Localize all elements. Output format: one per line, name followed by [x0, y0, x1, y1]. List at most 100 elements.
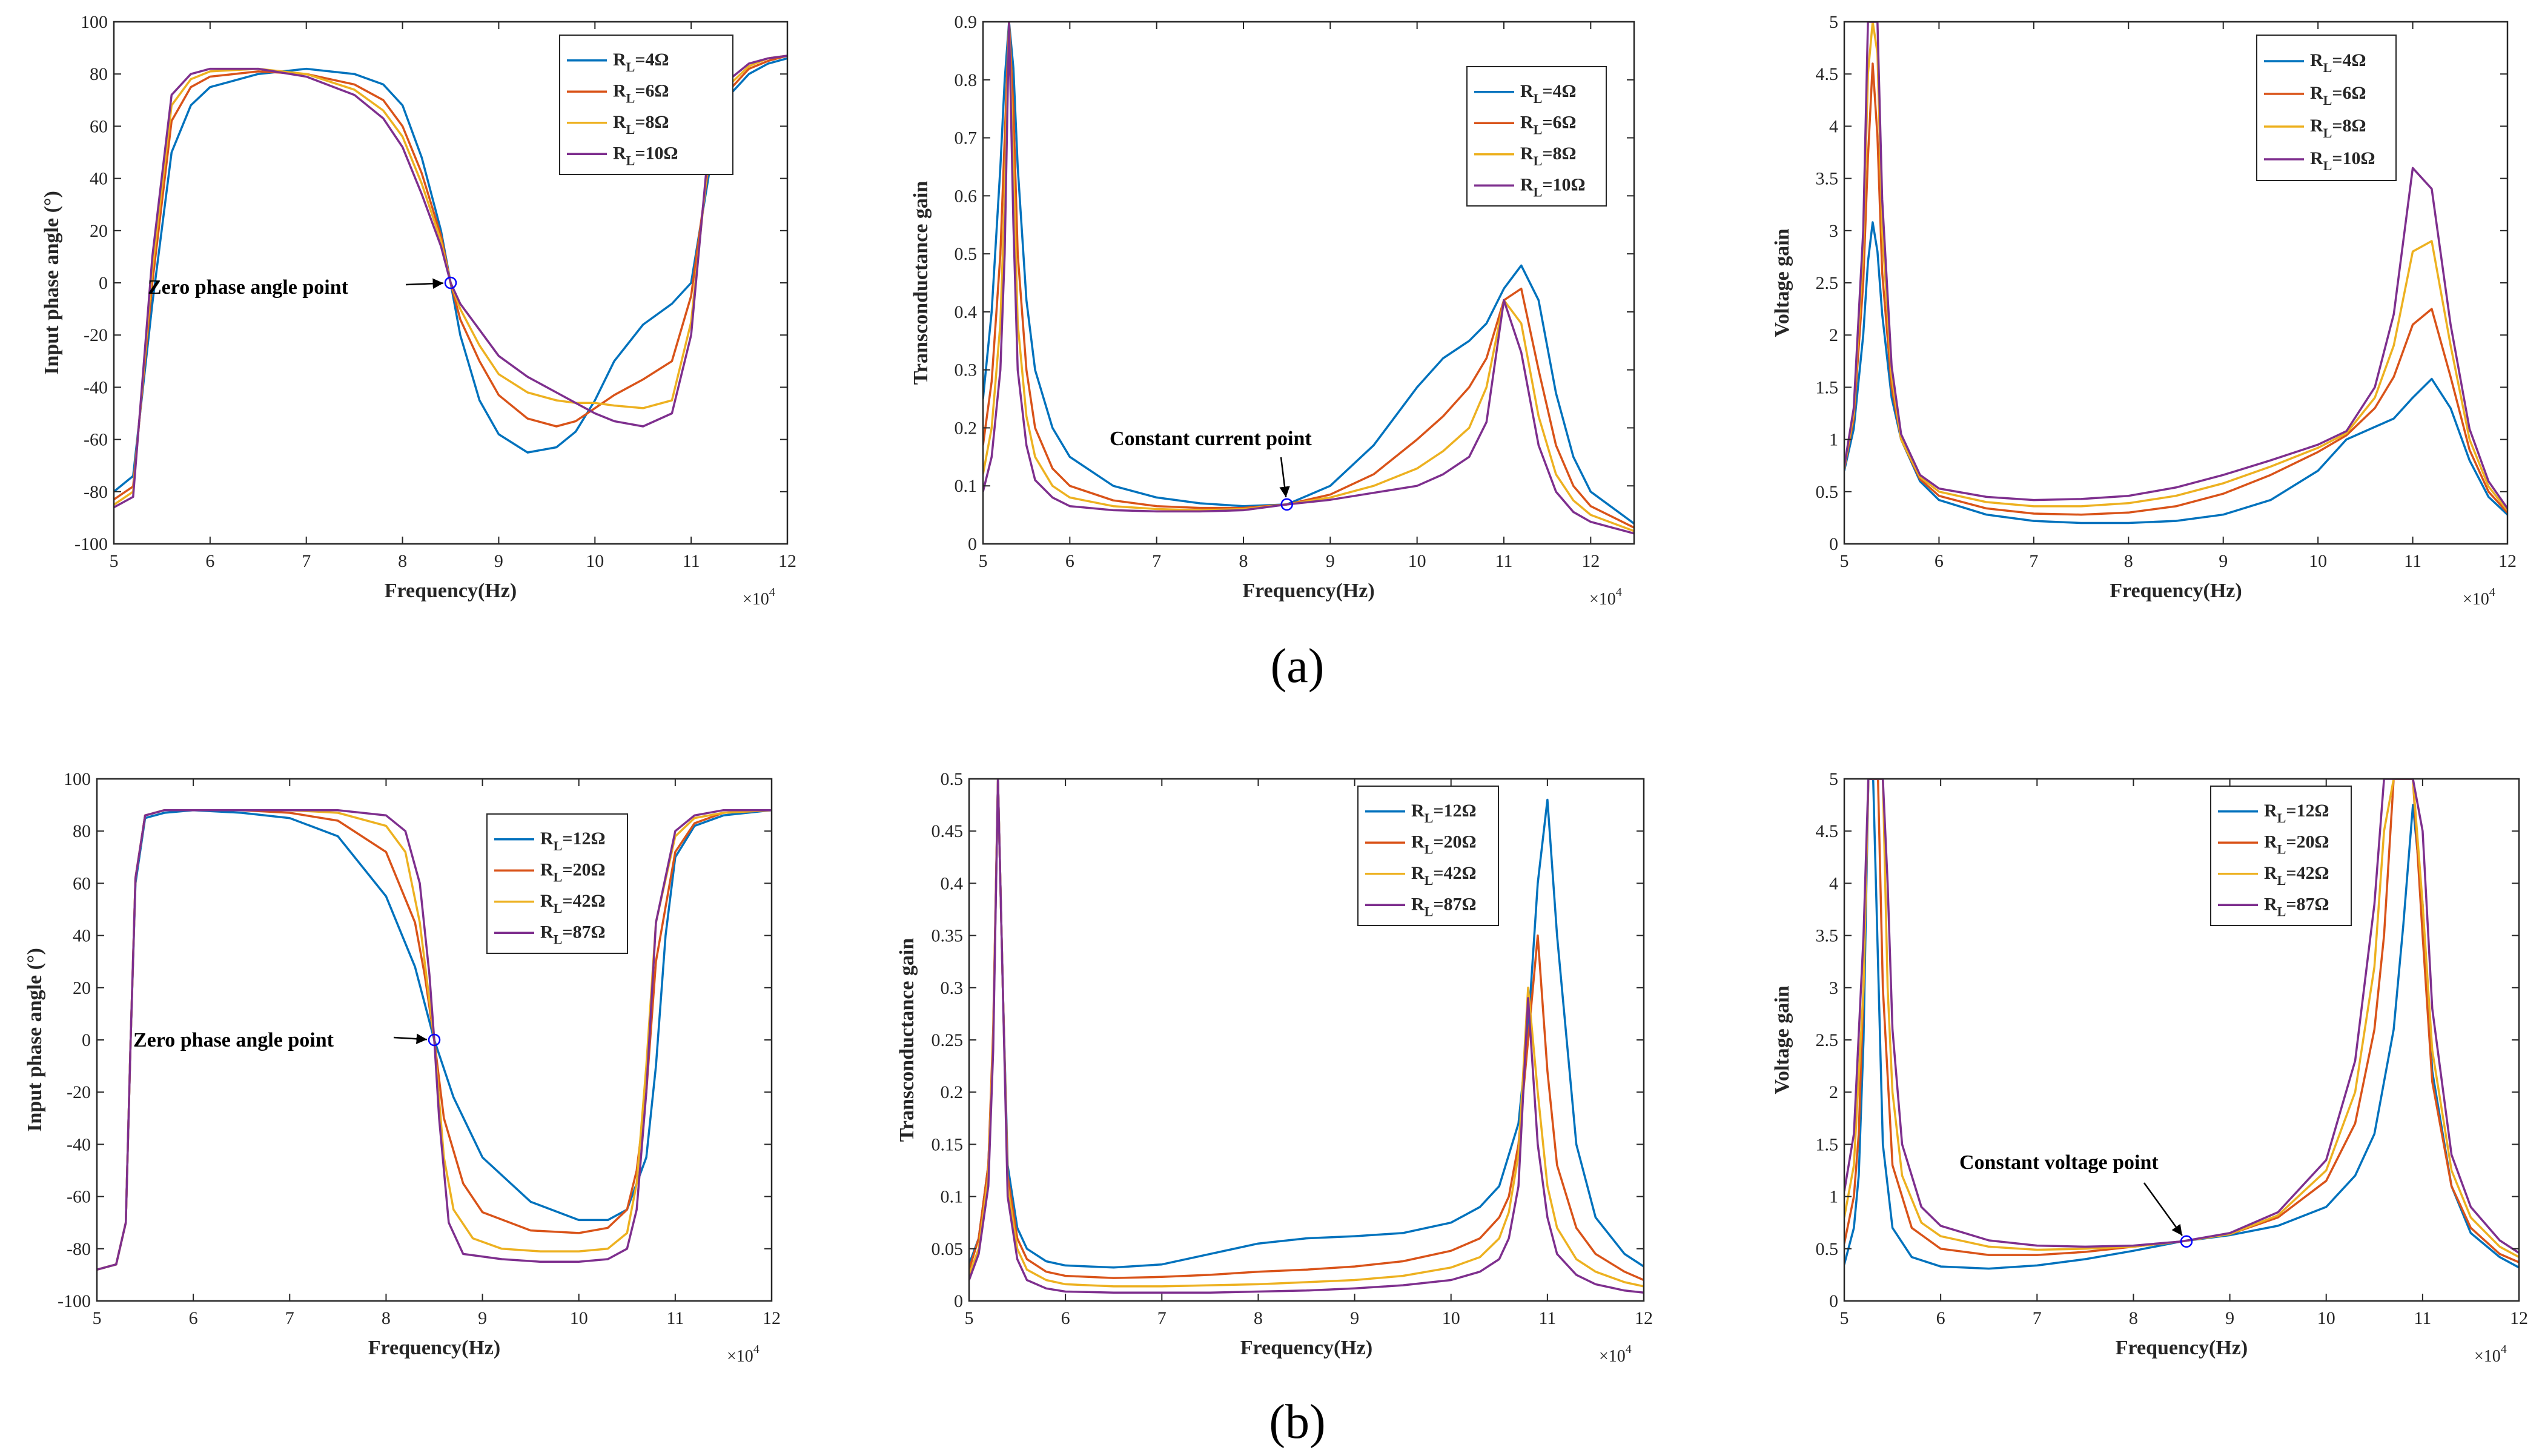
annotation-text-b1: Zero phase angle point [133, 1029, 334, 1051]
x-tick-label-a1: 5 [110, 551, 119, 571]
annotation-arrow-a2 [1279, 457, 1290, 498]
x-tick-label-a1: 8 [398, 551, 407, 571]
annotation-a1: Zero phase angle point [148, 276, 457, 299]
y-tick-label-a1: -80 [84, 482, 108, 502]
x-tick-label-a1: 10 [586, 551, 604, 571]
legend-label-b1-4: RL=87Ω [540, 922, 605, 947]
legend-label-a2-3: RL=8Ω [1520, 144, 1576, 168]
x-tick-label-b3: 7 [2033, 1308, 2042, 1328]
annotation-b1: Zero phase angle point [133, 1029, 441, 1051]
y-tick-label-a3: 3.5 [1816, 169, 1839, 189]
series-line-a1-4 [114, 55, 787, 509]
annotation-marker-a1 [444, 276, 457, 290]
annotation-marker-b3 [2180, 1235, 2193, 1248]
x-axis-label-b2: Frequency(Hz) [1240, 1337, 1372, 1359]
y-tick-label-b3: 3 [1829, 978, 1838, 998]
y-tick-label-b2: 0.3 [941, 978, 964, 998]
legend-label-b1-2: RL=20Ω [540, 859, 605, 884]
annotation-text-a2: Constant current point [1110, 428, 1312, 450]
panel-label-b: (b) [1269, 1395, 1325, 1449]
y-tick-label-a3: 5 [1829, 12, 1838, 32]
x-tick-label-b1: 11 [666, 1308, 684, 1328]
y-tick-label-b1: -60 [67, 1187, 91, 1207]
y-tick-label-a2: 0.4 [955, 302, 978, 322]
x-scale-label-b3: ×104 [2474, 1343, 2507, 1366]
y-tick-label-a1: -40 [84, 377, 108, 397]
legend-label-a1-4: RL=10Ω [613, 143, 678, 168]
x-tick-label-b2: 8 [1254, 1308, 1263, 1328]
legend-b2: RL=12Ω RL=20Ω RL=42Ω RL=87Ω [1357, 786, 1499, 926]
y-tick-label-b3: 1 [1829, 1187, 1838, 1207]
legend-b3: RL=12Ω RL=20Ω RL=42Ω RL=87Ω [2210, 786, 2352, 926]
series-line-a1-1 [114, 57, 787, 493]
x-tick-label-a3: 12 [2498, 551, 2517, 571]
series-line-a2-1 [983, 22, 1634, 524]
x-scale-label-b1: ×104 [727, 1343, 760, 1366]
legend-label-b3-1: RL=12Ω [2264, 801, 2329, 826]
y-tick-label-a3: 4.5 [1816, 64, 1839, 84]
annotation-arrow-b1 [393, 1033, 428, 1044]
y-tick-label-b1: 40 [73, 926, 91, 946]
y-tick-label-a2: 0.8 [955, 70, 978, 90]
x-axis-label-a1: Frequency(Hz) [385, 580, 517, 602]
chart-a2: 5 6 7 8 9 10 11 12 0 0.1 0.2 0.3 0.4 0.5 0.6 0.7 0.8 0.9 ×… [910, 12, 1635, 609]
y-tick-label-a3: 2 [1829, 325, 1838, 345]
y-tick-label-a1: -60 [84, 430, 108, 450]
x-tick-label-b1: 9 [478, 1308, 487, 1328]
series-line-b1-4 [97, 809, 772, 1271]
legend-box-a1 [559, 35, 733, 175]
legend-label-b1-3: RL=42Ω [540, 891, 605, 916]
y-tick-label-a2: 0 [968, 534, 977, 554]
legend-label-b2-2: RL=20Ω [1411, 832, 1476, 856]
y-tick-label-b3: 2.5 [1816, 1030, 1839, 1050]
x-tick-label-b3: 6 [1936, 1308, 1945, 1328]
legend-label-a2-1: RL=4Ω [1520, 81, 1576, 106]
y-tick-label-a3: 1.5 [1816, 377, 1839, 397]
x-tick-label-b3: 11 [2414, 1308, 2431, 1328]
y-tick-label-a3: 4 [1829, 116, 1838, 136]
legend-b1: RL=12Ω RL=20Ω RL=42Ω RL=87Ω [486, 813, 628, 954]
y-axis-label-b1: Input phase angle (°) [24, 948, 46, 1132]
x-tick-label-b2: 7 [1157, 1308, 1167, 1328]
y-tick-label-a1: 80 [90, 64, 108, 84]
legend-label-a2-2: RL=6Ω [1520, 112, 1576, 137]
x-tick-label-b2: 9 [1350, 1308, 1359, 1328]
chart-b3: 5 6 7 8 9 10 11 12 0 0.5 1 1.5 2 2.5 3 3.5 4 4.5 5 ×104 Freq… [1771, 769, 2528, 1366]
series-line-a3-3 [1844, 22, 2507, 511]
charts: 5 6 7 8 9 10 11 12-100-80-60-40-20020406080100×… [24, 12, 2528, 1366]
x-axis-label-a2: Frequency(Hz) [1242, 580, 1374, 602]
x-tick-label-b1: 10 [570, 1308, 588, 1328]
x-tick-label-b3: 10 [2317, 1308, 2335, 1328]
x-tick-label-a2: 8 [1239, 551, 1248, 571]
x-tick-label-a1: 12 [778, 551, 796, 571]
legend-box-b3 [2210, 786, 2352, 926]
series-line-b2-4 [969, 779, 1644, 1294]
x-tick-label-b2: 10 [1442, 1308, 1460, 1328]
y-tick-label-b2: 0.45 [932, 821, 964, 841]
y-tick-label-b1: -80 [67, 1239, 91, 1259]
y-tick-label-b2: 0.05 [932, 1239, 964, 1259]
y-tick-label-a2: 0.5 [955, 244, 978, 264]
x-tick-label-b1: 5 [93, 1308, 102, 1328]
x-tick-label-a1: 6 [205, 551, 214, 571]
legend-label-a2-4: RL=10Ω [1520, 174, 1585, 199]
series-line-a3-1 [1844, 221, 2507, 524]
x-tick-label-a2: 11 [1495, 551, 1513, 571]
y-tick-label-b1: 60 [73, 873, 91, 893]
y-tick-label-b3: 4.5 [1816, 821, 1839, 841]
x-tick-label-a3: 9 [2219, 551, 2228, 571]
x-tick-label-a2: 9 [1326, 551, 1335, 571]
y-tick-label-b2: 0 [954, 1291, 963, 1311]
y-tick-label-a2: 0.3 [955, 360, 978, 380]
y-tick-label-b2: 0.25 [932, 1030, 964, 1050]
series-line-a3-2 [1844, 62, 2507, 516]
chart-a1: 5 6 7 8 9 10 11 12 -100 -80 -60 -40 -20 0 20 40 60 80 100 ×… [41, 12, 796, 609]
legend-a3: RL=4Ω RL=6Ω RL=8Ω RL=10Ω [2256, 35, 2397, 181]
legend-label-a1-2: RL=6Ω [613, 81, 669, 105]
y-tick-label-b3: 3.5 [1816, 926, 1839, 946]
legend-label-a3-2: RL=6Ω [2310, 83, 2366, 108]
y-tick-label-a1: 20 [90, 221, 108, 241]
y-tick-label-a1: 0 [99, 273, 108, 293]
